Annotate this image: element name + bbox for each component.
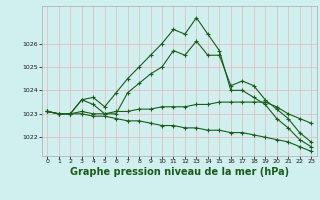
- X-axis label: Graphe pression niveau de la mer (hPa): Graphe pression niveau de la mer (hPa): [70, 167, 289, 177]
